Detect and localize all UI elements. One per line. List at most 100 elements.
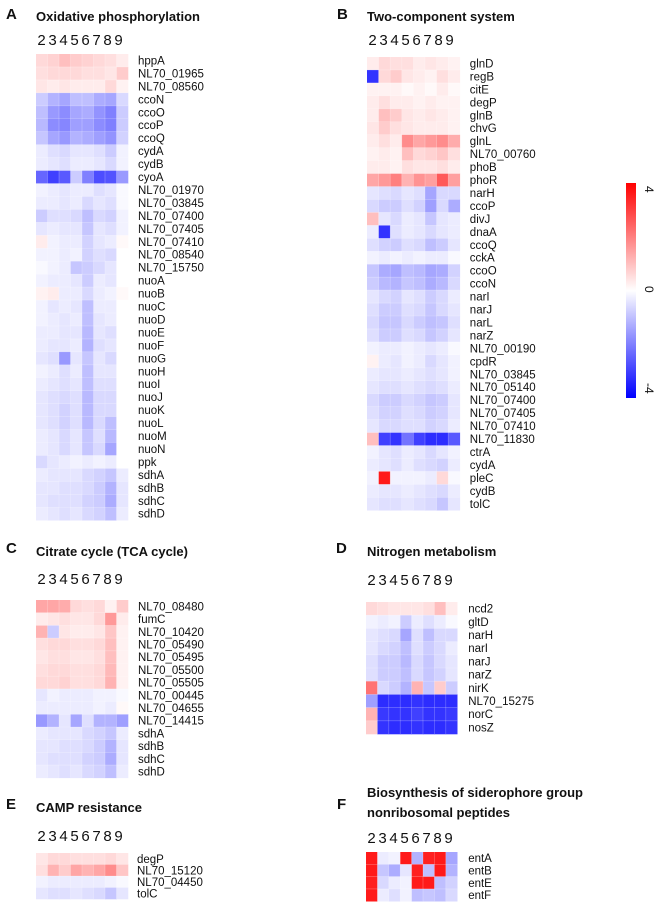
heatmap-cell: [436, 134, 449, 148]
heatmap-cell: [105, 739, 117, 753]
heatmap-cell: [401, 445, 414, 459]
heatmap-cell: [377, 720, 390, 735]
heatmap-cell: [82, 676, 94, 690]
heatmap-cell: [59, 131, 71, 145]
heatmap-cell: [425, 277, 437, 291]
column-label: 9: [444, 830, 453, 847]
heatmap-cell: [411, 602, 424, 616]
heatmap-cell: [413, 69, 426, 84]
heatmap-cell: [70, 351, 83, 366]
heatmap-cell: [425, 290, 437, 304]
heatmap-cell: [367, 406, 379, 420]
heatmap-cell: [448, 497, 461, 511]
row-label: NL70_07410: [138, 237, 204, 249]
heatmap-cell: [70, 325, 83, 340]
heatmap-cell: [413, 290, 426, 304]
heatmap-cell: [93, 765, 106, 779]
heatmap-cell: [436, 497, 449, 511]
heatmap-cell: [445, 681, 458, 695]
heatmap-cell: [93, 183, 106, 197]
heatmap-cell: [36, 209, 48, 223]
heatmap-cell: [70, 300, 83, 314]
heatmap-cell: [47, 92, 60, 107]
heatmap-cell: [116, 625, 129, 639]
heatmap-cell: [105, 157, 117, 171]
heatmap-cell: [36, 338, 48, 353]
heatmap-cell: [93, 261, 106, 275]
heatmap-cell: [93, 507, 106, 521]
row-label: glnB: [470, 110, 493, 122]
heatmap-cell: [448, 393, 461, 407]
heatmap-cell: [70, 144, 83, 158]
heatmap-cell: [423, 852, 435, 865]
column-label: 4: [389, 830, 398, 847]
heatmap-cell: [436, 303, 449, 317]
heatmap-cell: [401, 121, 414, 135]
heatmap-cell: [448, 290, 461, 304]
heatmap-cell: [367, 160, 379, 174]
heatmap-cell: [436, 393, 449, 407]
heatmap-cell: [116, 688, 129, 702]
heatmap-cell: [47, 676, 60, 690]
heatmap-cell: [70, 66, 83, 81]
heatmap-cell: [448, 134, 461, 148]
heatmap-cell: [434, 707, 447, 722]
heatmap-cell: [47, 313, 60, 327]
heatmap-cell: [47, 455, 60, 469]
heatmap-cell: [59, 650, 71, 664]
heatmap-cell: [413, 95, 426, 110]
heatmap-cell: [116, 612, 129, 626]
heatmap-cell: [390, 57, 403, 71]
heatmap-cell: [116, 144, 129, 158]
heatmap-cell: [36, 650, 48, 664]
heatmap-cell: [47, 663, 60, 677]
row-label: NL70_08540: [138, 250, 204, 262]
heatmap-cell: [436, 380, 449, 394]
heatmap-cell: [377, 668, 390, 682]
row-label: NL70_03845: [138, 198, 204, 210]
heatmap-cell: [70, 313, 83, 327]
row-label: NL70_07405: [470, 408, 536, 420]
row-label: cydA: [470, 460, 496, 472]
heatmap-cell: [70, 507, 83, 521]
column-label: 4: [59, 32, 68, 49]
heatmap-cell: [378, 497, 391, 511]
heatmap-cell: [423, 694, 435, 708]
heatmap-cell: [448, 328, 461, 343]
heatmap-cell: [105, 612, 117, 626]
row-label: nuoI: [138, 379, 160, 391]
heatmap-cell: [116, 105, 129, 120]
heatmap-cell: [70, 196, 83, 210]
column-label: 6: [81, 32, 90, 49]
heatmap-cell: [47, 222, 60, 236]
heatmap-cell: [388, 602, 401, 616]
heatmap-cell: [47, 481, 60, 495]
row-label: sdhB: [138, 483, 165, 495]
heatmap-cell: [367, 341, 379, 356]
row-label: hppA: [138, 55, 165, 67]
heatmap-cell: [413, 354, 426, 369]
column-label: 3: [48, 32, 57, 49]
heatmap-cell: [400, 707, 412, 722]
heatmap-cell: [448, 367, 461, 382]
heatmap-cell: [413, 419, 426, 433]
heatmap-cell: [82, 507, 94, 521]
colorbar-min-label: -4: [642, 383, 656, 394]
heatmap-cell: [93, 853, 106, 865]
heatmap-cell: [378, 238, 391, 252]
heatmap-cell: [105, 390, 117, 404]
heatmap-cell: [436, 354, 449, 369]
heatmap-cell: [36, 196, 48, 210]
panel-f-title-line-1: Biosynthesis of siderophore group: [367, 785, 583, 800]
row-label: nuoA: [138, 276, 165, 288]
heatmap-cell: [59, 338, 71, 353]
heatmap-cell: [47, 468, 60, 482]
heatmap-cell: [401, 186, 414, 200]
heatmap-cell: [378, 484, 391, 498]
heatmap-cell: [425, 160, 437, 174]
column-label: 7: [422, 830, 431, 847]
heatmap-cell: [82, 338, 94, 353]
heatmap-cell: [82, 765, 94, 779]
heatmap-cell: [378, 186, 391, 200]
heatmap-cell: [413, 484, 426, 498]
